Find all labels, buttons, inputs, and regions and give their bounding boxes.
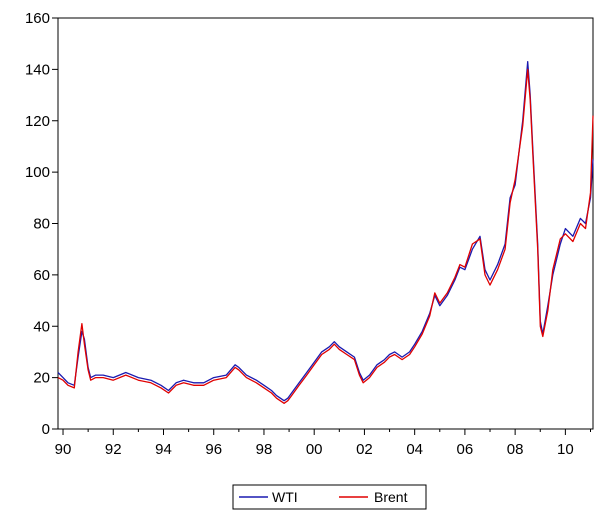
x-axis: 90 92 94 96 98 00 02 04 06 08 10 [55,429,591,458]
plot-frame [57,17,594,430]
x-tick-label: 00 [306,441,323,458]
series-layer [57,61,594,404]
x-tick-label: 92 [105,441,122,458]
y-tick-label: 100 [25,164,50,181]
x-tick-label: 04 [406,441,423,458]
y-tick-label: 60 [33,267,50,284]
y-tick-label: 0 [42,421,50,438]
y-tick-label: 160 [25,10,50,27]
x-tick-label: 90 [55,441,72,458]
x-tick-label: 94 [155,441,172,458]
x-tick-label: 98 [256,441,273,458]
y-tick-label: 120 [25,113,50,130]
series-line-brent [57,68,594,404]
y-tick-label: 80 [33,216,50,233]
y-tick-label: 40 [33,318,50,335]
x-tick-label: 02 [356,441,373,458]
x-tick-label: 96 [205,441,222,458]
y-axis: 0 20 40 60 80 100 120 140 160 [25,10,58,438]
y-tick-label: 20 [33,370,50,387]
x-tick-label: 08 [507,441,524,458]
legend-label-brent: Brent [374,489,408,505]
legend: WTI Brent [232,484,427,510]
x-tick-label: 06 [457,441,474,458]
series-line-wti [57,61,594,402]
x-tick-label: 10 [557,441,574,458]
y-tick-label: 140 [25,61,50,78]
legend-label-wti: WTI [272,489,298,505]
